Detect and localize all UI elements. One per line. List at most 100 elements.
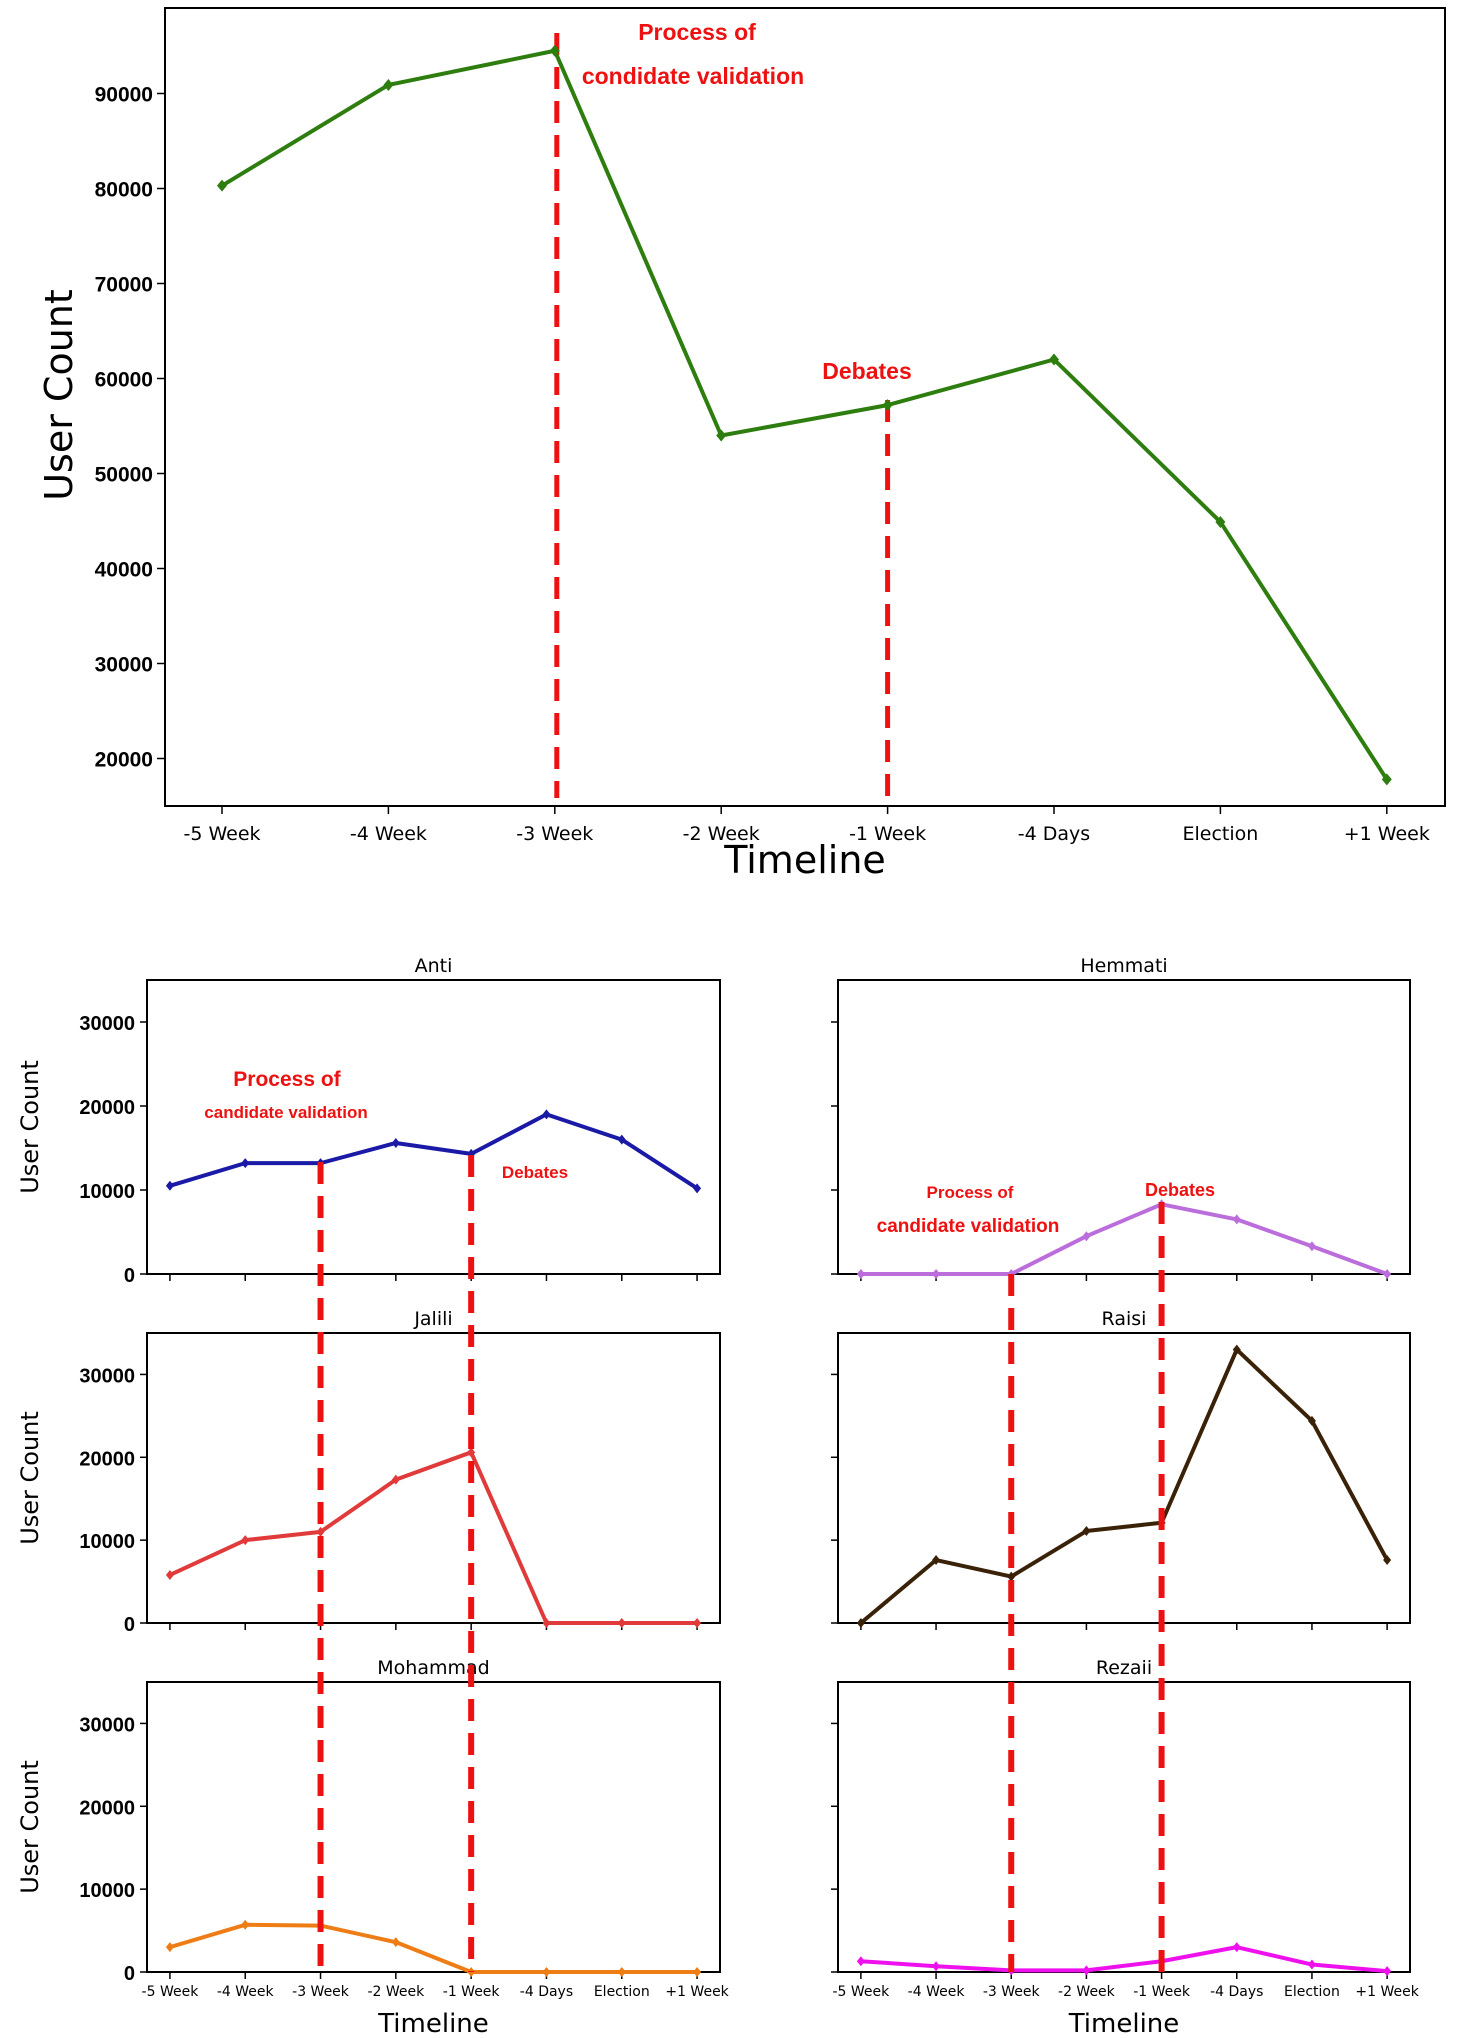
panel-hemmati-data-point-3: [1082, 1231, 1091, 1242]
panel-rezaii-data-point-7: [1383, 1966, 1392, 1977]
main-data-point-4: [882, 399, 893, 412]
main-x-tick-label: -3 Week: [516, 823, 593, 845]
main-y-tick-label: 50000: [95, 464, 153, 487]
main-annotation-process-of: Process of: [638, 19, 756, 45]
panel-hemmati-title: Hemmati: [1080, 955, 1167, 977]
panel-rezaii-x-tick-label: -4 Days: [1210, 1984, 1263, 2000]
panel-jalili-y-tick-label: 20000: [79, 1448, 135, 1470]
panel-mohammad-frame: [146, 1681, 721, 1973]
panel-rezaii-title: Rezaii: [1096, 1657, 1152, 1679]
panel-hemmati-data-point-5: [1232, 1214, 1241, 1225]
main-data-point-2: [549, 44, 560, 57]
panel-rezaii-x-tick-label: -2 Week: [1058, 1984, 1116, 2000]
panel-anti-data-point-6: [617, 1134, 626, 1145]
panel-jalili-data-point-6: [617, 1618, 626, 1628]
main-y-tick-label: 20000: [95, 749, 153, 772]
main-x-tick-label: -5 Week: [183, 823, 260, 845]
panel-hemmati-data-point-0: [856, 1269, 865, 1279]
panel-mohammad-x-axis-label: Timeline: [377, 2009, 489, 2038]
panel-raisi-data-point-3: [1082, 1526, 1091, 1537]
panel-mohammad-data-point-0: [165, 1942, 174, 1953]
panel-rezaii-data-point-1: [932, 1961, 941, 1972]
panel-mohammad-x-tick-label: -4 Week: [217, 1984, 275, 2000]
panel-mohammad-title: Mohammad: [377, 1657, 489, 1679]
panel-jalili-data-point-0: [165, 1569, 174, 1580]
panel-anti-y-axis-label: User Count: [16, 1060, 44, 1194]
panel-raisi-data-point-7: [1383, 1555, 1392, 1566]
panel-rezaii-x-tick-label: +1 Week: [1355, 1984, 1419, 2000]
main-y-tick-label: 70000: [95, 274, 153, 297]
panel-raisi-frame: [837, 1332, 1411, 1624]
main-x-axis-label: Timeline: [723, 838, 886, 882]
panel-anti-series-line: [169, 1112, 699, 1190]
panel-jalili-series-line: [169, 1450, 698, 1625]
anti-annotation-process-of: Process of: [233, 1068, 341, 1091]
panel-rezaii-frame: [837, 1681, 1411, 1973]
main-x-tick-label: Election: [1182, 823, 1258, 845]
panel-rezaii-x-axis-label: Timeline: [1068, 2009, 1180, 2038]
main-x-tick-label: +1 Week: [1344, 823, 1430, 845]
panel-jalili-y-tick-label: 10000: [79, 1531, 135, 1553]
panel-mohammad-series-line: [169, 1922, 698, 1974]
panel-rezaii-data-point-5: [1232, 1942, 1241, 1953]
main-data-point-3: [716, 429, 727, 442]
panel-raisi-series-line: [859, 1347, 1389, 1625]
panel-raisi-data-point-0: [856, 1618, 865, 1628]
panel-mohammad-y-tick-label: 30000: [79, 1714, 135, 1736]
panel-jalili-y-axis-label: User Count: [16, 1411, 44, 1545]
panel-anti-data-point-7: [693, 1183, 702, 1194]
hemmati-annotation-process-of: Process of: [927, 1183, 1014, 1202]
panel-rezaii-x-tick-label: Election: [1284, 1984, 1340, 2000]
main-y-tick-label: 30000: [95, 654, 153, 677]
panel-rezaii-x-tick-label: -5 Week: [832, 1984, 890, 2000]
panel-jalili-data-point-1: [241, 1535, 250, 1546]
panel-mohammad-x-tick-label: Election: [594, 1984, 650, 2000]
main-annotation-validation: condidate validation: [582, 63, 804, 89]
panel-mohammad-x-tick-label: -3 Week: [292, 1984, 350, 2000]
panel-raisi-data-point-1: [932, 1555, 941, 1566]
main-x-tick-label: -4 Days: [1018, 823, 1090, 845]
panel-jalili-y-tick-label: 0: [124, 1614, 135, 1636]
main-x-tick-label: -2 Week: [683, 823, 760, 845]
panel-mohammad-data-point-7: [693, 1967, 702, 1977]
panel-jalili-frame: [146, 1332, 721, 1624]
panel-anti-data-point-1: [241, 1158, 250, 1169]
panel-jalili-data-point-3: [391, 1474, 400, 1485]
panel-mohammad-y-tick-label: 20000: [79, 1797, 135, 1819]
main-data-point-7: [1381, 773, 1392, 786]
panel-mohammad-x-tick-label: +1 Week: [665, 1984, 729, 2000]
main-x-tick-label: -1 Week: [849, 823, 926, 845]
panel-mohammad-x-tick-label: -1 Week: [443, 1984, 501, 2000]
anti-annotation-validation: candidate validation: [204, 1103, 367, 1122]
panel-mohammad-data-point-6: [617, 1967, 626, 1977]
panel-mohammad-y-axis-label: User Count: [16, 1760, 44, 1894]
main-y-tick-label: 90000: [95, 84, 153, 107]
main-y-tick-label: 80000: [95, 179, 153, 202]
main-y-tick-label: 60000: [95, 369, 153, 392]
panel-mohammad-x-tick-label: -2 Week: [367, 1984, 425, 2000]
panel-hemmati-series-line: [860, 1202, 1388, 1276]
hemmati-annotation-validation: candidate validation: [877, 1216, 1060, 1237]
panel-anti-y-tick-label: 10000: [79, 1181, 135, 1203]
panel-rezaii-x-tick-label: -1 Week: [1133, 1984, 1191, 2000]
panel-raisi-data-point-6: [1307, 1415, 1316, 1426]
panel-raisi-data-point-2: [1007, 1571, 1016, 1582]
main-data-point-5: [1049, 353, 1059, 366]
panel-hemmati-data-point-1: [932, 1269, 941, 1279]
panel-anti-data-point-0: [165, 1180, 174, 1191]
main-data-point-0: [217, 179, 227, 192]
panel-hemmati-data-point-6: [1307, 1241, 1316, 1252]
anti-annotation-debates: Debates: [502, 1163, 568, 1182]
main-plot-frame: [164, 7, 1446, 807]
panel-rezaii-data-point-6: [1307, 1959, 1316, 1970]
panel-mohammad-y-tick-label: 0: [124, 1963, 135, 1985]
panel-mohammad-data-point-5: [542, 1967, 551, 1977]
panel-hemmati-frame: [837, 979, 1411, 1275]
main-y-tick-label: 40000: [95, 559, 153, 582]
panel-raisi-data-point-5: [1232, 1344, 1241, 1355]
panel-anti-y-tick-label: 30000: [79, 1013, 135, 1035]
panel-jalili-data-point-7: [693, 1618, 702, 1628]
panel-jalili-title: Jalili: [413, 1308, 452, 1330]
panel-mohammad-x-tick-label: -4 Days: [520, 1984, 573, 2000]
